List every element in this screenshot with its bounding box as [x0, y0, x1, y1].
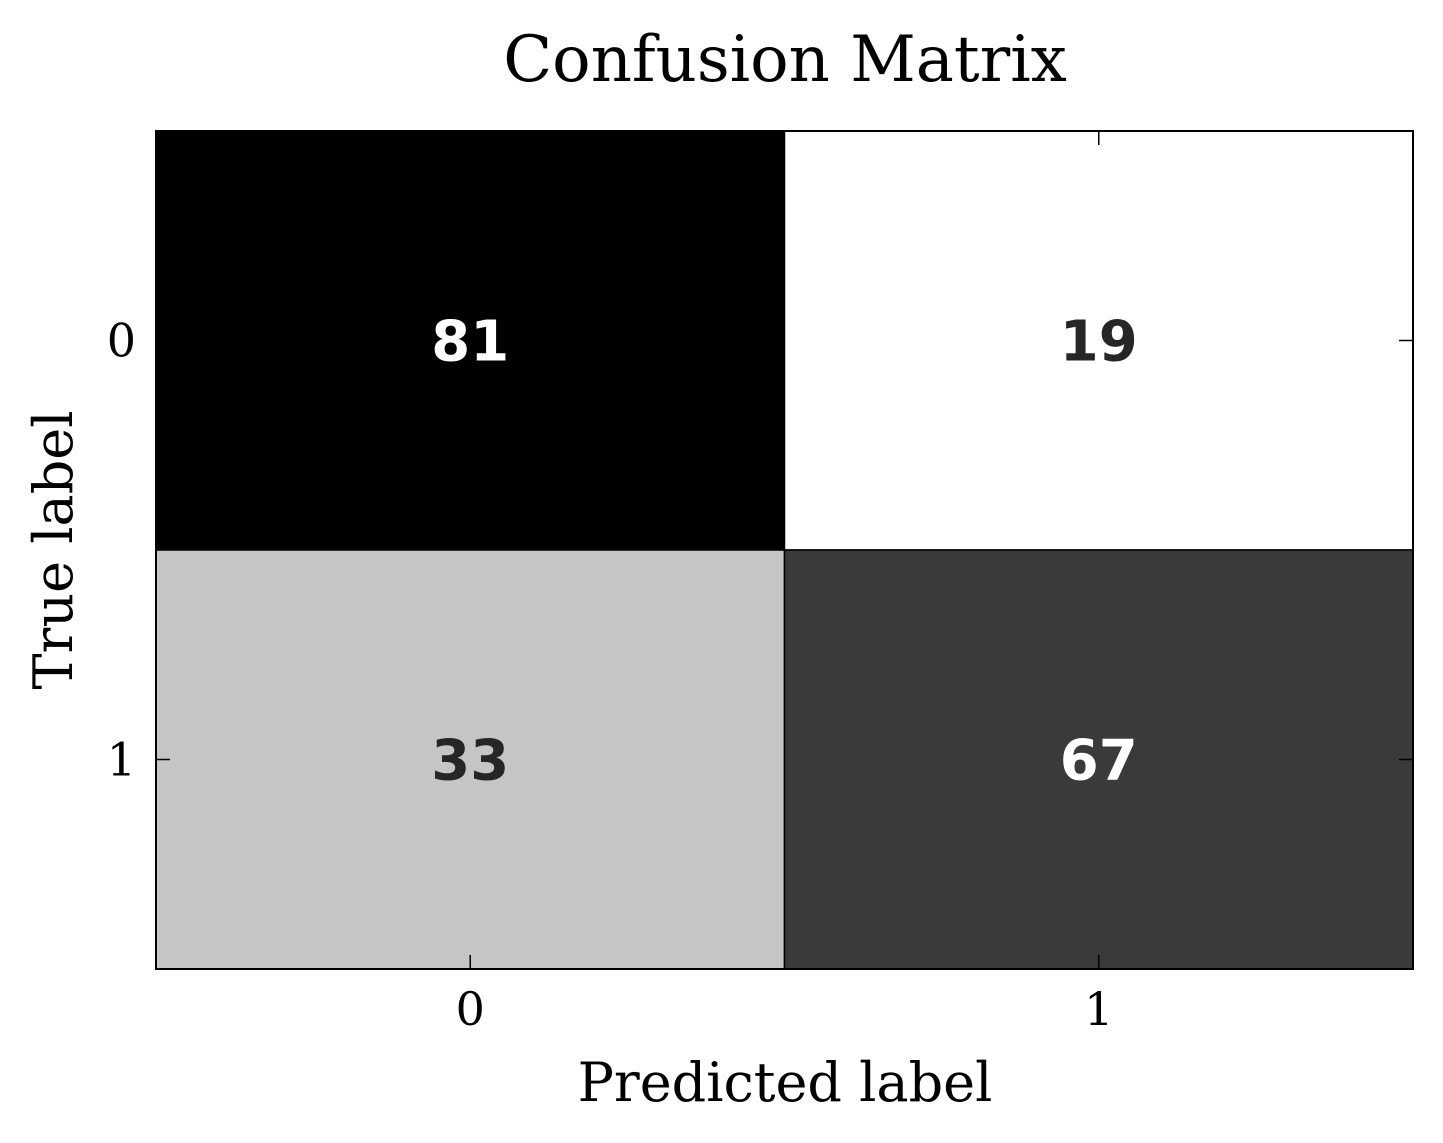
x-axis-label: Predicted label — [578, 1051, 993, 1114]
x-tick-label-0: 0 — [456, 982, 485, 1036]
cell-value-label-1-1: 67 — [1060, 729, 1138, 794]
plot-frame — [155, 130, 1414, 970]
y-axis-label: True label — [22, 411, 85, 690]
heatmap-cells: 81 19 33 67 — [155, 130, 1414, 970]
axis-ticks: 0 1 0 1 — [107, 131, 1413, 1036]
y-tick-label-1: 1 — [107, 733, 136, 787]
heatmap-cell-1-1 — [783, 549, 1414, 970]
cell-value-label-0-0: 81 — [431, 310, 509, 375]
heatmap-cell-0-1 — [783, 130, 1414, 551]
cell-value-label-0-1: 19 — [1060, 310, 1138, 375]
cell-value-label-1-0: 33 — [431, 729, 509, 794]
heatmap-cell-0-0 — [155, 130, 786, 551]
y-tick-label-0: 0 — [107, 314, 136, 368]
heatmap-cell-1-0 — [155, 549, 786, 970]
chart-title: Confusion Matrix — [503, 23, 1067, 97]
x-tick-label-1: 1 — [1084, 982, 1113, 1036]
